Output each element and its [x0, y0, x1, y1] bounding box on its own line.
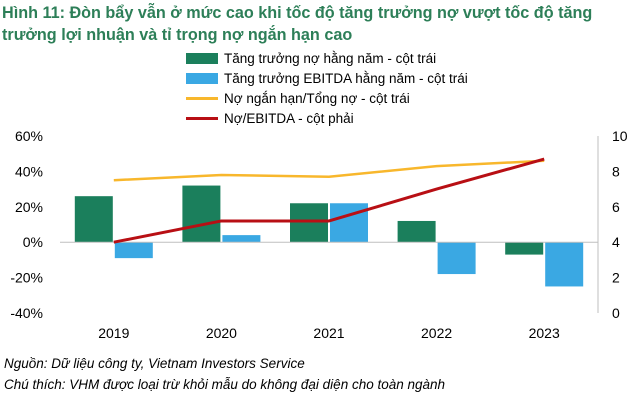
line-short-debt-ratio — [113, 159, 545, 182]
y-right-tick-label: 2 — [612, 270, 620, 286]
bar-ebitda-growth — [114, 242, 153, 259]
legend-item-debt-growth: Tăng trưởng nợ hằng năm - cột trái — [186, 48, 516, 68]
legend-label-debt-growth: Tăng trưởng nợ hằng năm - cột trái — [224, 50, 437, 66]
line-debt-ebitda — [113, 157, 545, 244]
x-tick-label: 2021 — [313, 325, 344, 341]
y-right-tick-label: 0 — [612, 305, 620, 321]
x-tick-label: 2023 — [529, 325, 560, 341]
bar-debt-growth — [505, 242, 544, 255]
y-right-tick-label: 4 — [612, 234, 620, 250]
bar-ebitda-growth — [545, 242, 584, 287]
x-tick-label: 2020 — [206, 325, 237, 341]
y-left-tick-label: 20% — [15, 199, 43, 215]
legend-item-short-debt-ratio: Nợ ngắn hạn/Tổng nợ - cột trái — [186, 88, 516, 108]
legend-label-short-debt-ratio: Nợ ngắn hạn/Tổng nợ - cột trái — [224, 90, 410, 106]
y-left-tick-label: -20% — [10, 270, 43, 286]
bar-ebitda-growth — [437, 242, 476, 275]
bar-debt-growth — [290, 203, 328, 243]
exclusion-note: Chú thích: VHM được loại trừ khỏi mẫu do… — [4, 377, 446, 392]
y-right-tick-label: 10 — [612, 128, 628, 144]
chart-legend: Tăng trưởng nợ hằng năm - cột trái Tăng … — [186, 48, 516, 128]
y-left-tick-label: 40% — [15, 163, 43, 179]
y-left-tick-label: -40% — [10, 305, 43, 321]
y-right-tick-label: 8 — [612, 163, 620, 179]
legend-swatch-debt-ebitda — [186, 116, 218, 120]
y-right-tick-label: 6 — [612, 199, 620, 215]
y-left-tick-label: 0% — [23, 234, 43, 250]
source-note: Nguồn: Dữ liệu công ty, Vietnam Investor… — [4, 356, 305, 371]
legend-swatch-short-debt-ratio — [186, 96, 218, 100]
bar-debt-growth — [397, 220, 436, 243]
bar-ebitda-growth — [222, 235, 261, 243]
x-tick-label: 2022 — [421, 325, 452, 341]
legend-swatch-ebitda-growth — [186, 72, 218, 84]
legend-item-debt-ebitda: Nợ/EBITDA - cột phải — [186, 108, 516, 128]
x-tick-label: 2019 — [98, 325, 129, 341]
bar-ebitda-growth — [330, 203, 368, 243]
bar-debt-growth — [182, 185, 221, 243]
legend-item-ebitda-growth: Tăng trưởng EBITDA hằng năm - cột trái — [186, 68, 516, 88]
combo-chart: 60% 40% 20% 0% -20% -40% 10 8 6 4 2 0 2019 2020 2021 20… — [10, 128, 628, 341]
legend-swatch-debt-growth — [186, 52, 218, 64]
y-left-tick-label: 60% — [15, 128, 43, 144]
legend-label-debt-ebitda: Nợ/EBITDA - cột phải — [224, 110, 354, 126]
chart-title: Hình 11: Đòn bẩy vẫn ở mức cao khi tốc đ… — [2, 4, 593, 44]
legend-label-ebitda-growth: Tăng trưởng EBITDA hằng năm - cột trái — [224, 70, 468, 86]
bar-debt-growth — [74, 196, 113, 243]
